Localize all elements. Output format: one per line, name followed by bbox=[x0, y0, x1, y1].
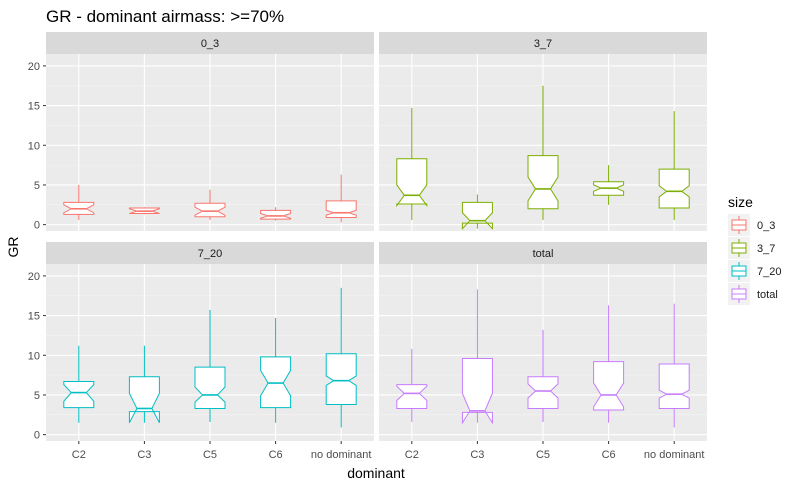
box-no-dominant bbox=[658, 111, 690, 220]
y-tick-label: 20 bbox=[28, 61, 40, 73]
box-body bbox=[658, 168, 690, 209]
x-tick-label: C3 bbox=[470, 449, 484, 461]
facet-panel-7-20: 7_20 bbox=[46, 242, 374, 441]
facet-strip bbox=[379, 242, 707, 264]
legend-label: 0_3 bbox=[757, 220, 775, 232]
facet-strip-label: 3_7 bbox=[534, 38, 552, 50]
facet-strip-label: 7_20 bbox=[198, 248, 222, 260]
box-C5 bbox=[527, 85, 559, 220]
x-tick-label: C2 bbox=[72, 449, 86, 461]
x-tick-label: no dominant bbox=[311, 449, 372, 461]
box-body bbox=[128, 376, 160, 423]
box-no-dominant bbox=[325, 287, 357, 428]
facet-panels: 0_3 3_7 7_20 total bbox=[46, 32, 707, 441]
y-tick-label: 0 bbox=[34, 220, 40, 232]
box-C5 bbox=[194, 189, 226, 220]
box-C6 bbox=[260, 207, 292, 221]
y-tick-label: 10 bbox=[28, 350, 40, 362]
legend-item-3-7: 3_7 bbox=[728, 237, 775, 259]
box-C3 bbox=[461, 194, 493, 230]
box-C2 bbox=[63, 345, 95, 423]
y-tick-label: 15 bbox=[28, 101, 40, 113]
x-axis-title: dominant bbox=[347, 465, 405, 481]
y-tick-label: 5 bbox=[34, 390, 40, 402]
box-C3 bbox=[461, 289, 493, 425]
box-body bbox=[325, 353, 357, 405]
box-body bbox=[658, 363, 690, 409]
x-tick-label: C5 bbox=[203, 449, 217, 461]
chart-title: GR - dominant airmass: >=70% bbox=[46, 7, 284, 26]
box-C5 bbox=[194, 310, 226, 422]
box-body bbox=[260, 209, 292, 220]
box-body bbox=[194, 202, 226, 218]
legend-title: size bbox=[728, 194, 753, 210]
legend-label: total bbox=[757, 289, 778, 301]
legend-item-7-20: 7_20 bbox=[728, 260, 781, 282]
facet-strip bbox=[46, 32, 374, 54]
legend-label: 7_20 bbox=[757, 266, 781, 278]
y-tick-label: 20 bbox=[28, 271, 40, 283]
box-no-dominant bbox=[658, 303, 690, 428]
facet-strip bbox=[379, 32, 707, 54]
box-body bbox=[396, 384, 428, 409]
box-C3 bbox=[128, 345, 160, 423]
box-body bbox=[527, 155, 559, 210]
facet-strip-label: 0_3 bbox=[201, 38, 219, 50]
legend-label: 3_7 bbox=[757, 243, 775, 255]
facet-panel-3-7: 3_7 bbox=[379, 32, 707, 231]
facet-strip-label: total bbox=[533, 248, 554, 260]
box-C6 bbox=[593, 165, 625, 205]
box-body bbox=[325, 200, 357, 219]
y-tick-label: 5 bbox=[34, 180, 40, 192]
y-tick-label: 10 bbox=[28, 140, 40, 152]
box-body bbox=[461, 357, 493, 425]
box-C5 bbox=[527, 329, 559, 422]
x-tick-label: C6 bbox=[269, 449, 283, 461]
box-C6 bbox=[593, 305, 625, 423]
box-C2 bbox=[63, 184, 95, 220]
y-axis-title: GR bbox=[5, 237, 21, 258]
box-body bbox=[194, 366, 226, 409]
facet-panel-0-3: 0_3 bbox=[46, 32, 374, 231]
box-body bbox=[593, 361, 625, 411]
box-body bbox=[461, 201, 493, 230]
x-axis-ticks: C2 C3 C5 C6 no dominant C2 C3 C5 C6 no dominant bbox=[72, 441, 705, 461]
x-tick-label: no dominant bbox=[644, 449, 705, 461]
box-body bbox=[527, 376, 559, 409]
facet-strip bbox=[46, 242, 374, 264]
box-C2 bbox=[396, 348, 428, 422]
y-axis-ticks: 0 5 10 15 20 0 5 10 15 20 bbox=[28, 61, 46, 442]
box-C6 bbox=[260, 317, 292, 423]
x-tick-label: C5 bbox=[536, 449, 550, 461]
legend-item-0-3: 0_3 bbox=[728, 214, 775, 236]
y-tick-label: 15 bbox=[28, 311, 40, 323]
x-tick-label: C6 bbox=[602, 449, 616, 461]
x-tick-label: C3 bbox=[137, 449, 151, 461]
legend-item-total: total bbox=[728, 283, 778, 305]
x-tick-label: C2 bbox=[405, 449, 419, 461]
box-C2 bbox=[396, 107, 428, 220]
facet-panel-total: total bbox=[379, 242, 707, 441]
box-body bbox=[396, 158, 428, 208]
box-no-dominant bbox=[325, 174, 357, 223]
box-C3 bbox=[128, 207, 160, 215]
y-tick-label: 0 bbox=[34, 430, 40, 442]
box-body bbox=[63, 380, 95, 409]
